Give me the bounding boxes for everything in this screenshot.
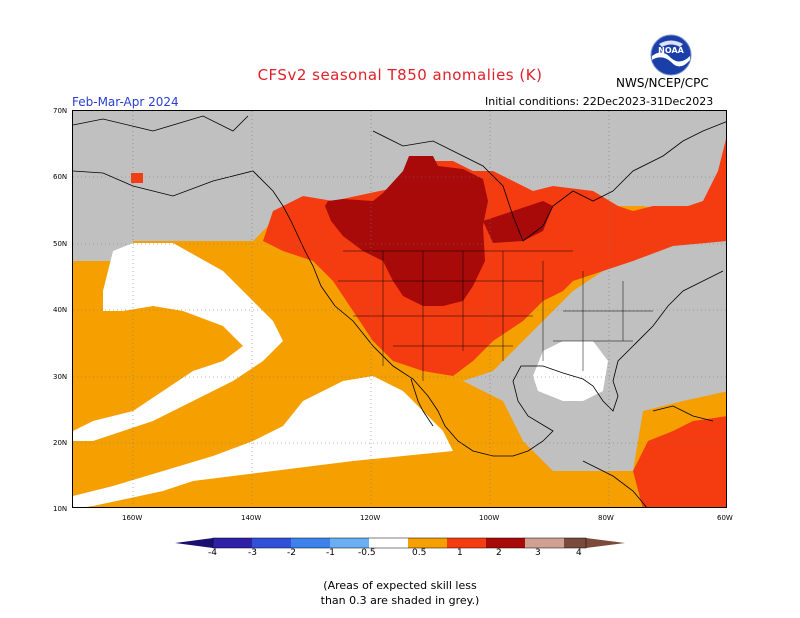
colorbar-bin (330, 538, 369, 548)
lat-label: 10N (53, 505, 68, 513)
initial-conditions-label: Initial conditions: 22Dec2023-31Dec2023 (485, 95, 714, 108)
coastlines (73, 115, 726, 507)
colorbar-label: 0.5 (412, 548, 427, 558)
colorbar-label: -1 (326, 548, 335, 558)
lon-label: 160W (122, 514, 143, 522)
lat-label: 30N (53, 373, 68, 381)
anomaly-region-orange-red-north (633, 139, 726, 251)
season-label: Feb-Mar-Apr 2024 (72, 95, 179, 109)
skill-note-line: than 0.3 are shaded in grey.) (320, 594, 480, 607)
lon-label: 60W (717, 514, 733, 522)
map-canvas (73, 111, 726, 507)
colorbar-label: -0.5 (358, 548, 376, 558)
colorbar-label: -4 (208, 548, 217, 558)
anomaly-region-dark-red-east (483, 201, 553, 243)
colorbar-arrow-right (586, 538, 625, 548)
skill-note-line: (Areas of expected skill less (323, 579, 477, 592)
anomaly-region-white-gulf (533, 341, 608, 401)
noaa-logo: NOAA (650, 34, 692, 76)
colorbar-bin (486, 538, 525, 548)
anomaly-region-white-pacific (73, 243, 283, 441)
map-title: CFSv2 seasonal T850 anomalies (K) (257, 66, 543, 84)
colorbar-bin (447, 538, 486, 548)
colorbar-label: 4 (576, 548, 582, 558)
colorbar-bin (213, 538, 252, 548)
colorbar-bin (369, 538, 408, 548)
colorbar-label: 1 (457, 548, 463, 558)
lat-label: 40N (53, 306, 68, 314)
colorbar-label: 3 (535, 548, 541, 558)
lon-label: 120W (360, 514, 381, 522)
anomaly-region-orange-red-caribbean (633, 416, 726, 507)
lon-label: 140W (241, 514, 262, 522)
colorbar-label: -2 (287, 548, 296, 558)
agency-label: NWS/NCEP/CPC (616, 76, 709, 90)
anomaly-region-dark-red (325, 156, 488, 306)
colorbar-bin (564, 538, 586, 548)
lat-label: 20N (53, 439, 68, 447)
lat-label: 60N (53, 173, 68, 181)
anomaly-region-white-central (73, 376, 453, 507)
colorbar-label: -3 (248, 548, 257, 558)
color-bar (175, 537, 625, 549)
logo-text: NOAA (658, 46, 684, 55)
colorbar-bin (291, 538, 330, 548)
skill-note: (Areas of expected skill less than 0.3 a… (0, 578, 800, 608)
colorbar-arrow-left (175, 538, 213, 548)
colorbar-bin (252, 538, 291, 548)
anomaly-map (72, 110, 727, 508)
lon-label: 100W (479, 514, 500, 522)
lat-label: 50N (53, 240, 68, 248)
lat-label: 70N (53, 107, 68, 115)
colorbar-label: 2 (496, 548, 502, 558)
state-borders (338, 250, 653, 381)
colorbar-bin (525, 538, 564, 548)
anomaly-region-orange-red-spot (131, 173, 143, 183)
lon-label: 80W (598, 514, 614, 522)
colorbar-bin (408, 538, 447, 548)
